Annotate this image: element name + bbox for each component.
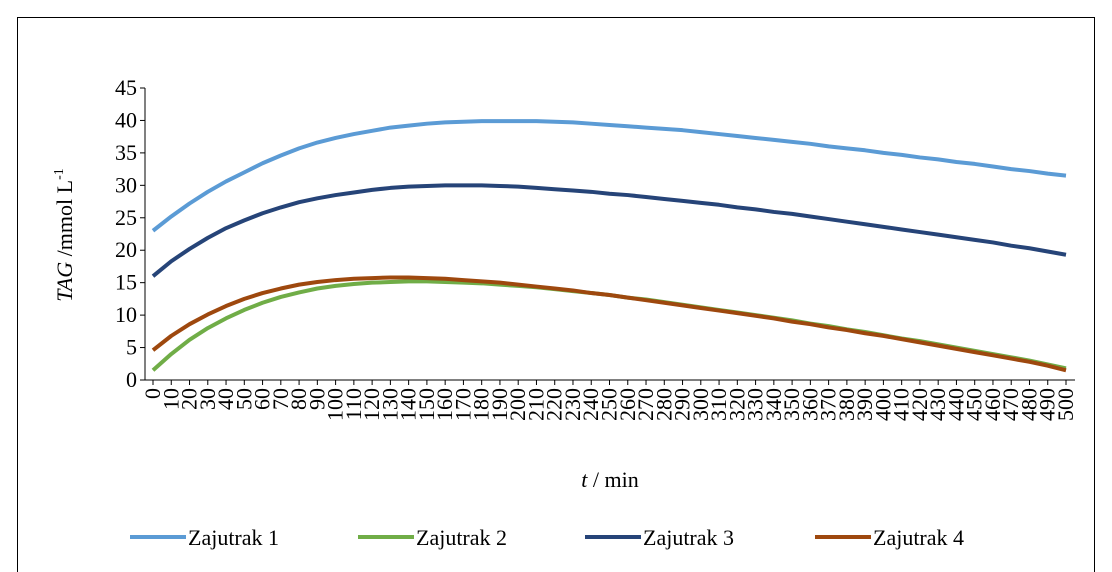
x-tick-label: 180 xyxy=(469,388,494,421)
x-tick-label: 420 xyxy=(907,388,932,421)
x-tick-label: 340 xyxy=(761,388,786,421)
x-tick-label: 310 xyxy=(706,388,731,421)
legend-label: Zajutrak 1 xyxy=(188,525,279,550)
x-tick-label: 410 xyxy=(889,388,914,421)
legend-label: Zajutrak 4 xyxy=(873,525,964,550)
x-tick-label: 190 xyxy=(487,388,512,421)
x-tick-label: 260 xyxy=(615,388,640,421)
x-tick-label: 490 xyxy=(1035,388,1060,421)
x-tick-label: 220 xyxy=(542,388,567,421)
x-tick-label: 360 xyxy=(797,388,822,421)
x-tick-label: 230 xyxy=(560,388,585,421)
x-tick-label: 280 xyxy=(651,388,676,421)
x-tick-label: 480 xyxy=(1016,388,1041,421)
x-tick-label: 500 xyxy=(1053,388,1078,421)
y-tick-label: 10 xyxy=(115,302,137,327)
x-tick-label: 50 xyxy=(231,388,256,410)
x-tick-label: 240 xyxy=(578,388,603,421)
x-tick-label: 130 xyxy=(377,388,402,421)
x-tick-label: 160 xyxy=(432,388,457,421)
x-tick-label: 320 xyxy=(724,388,749,421)
x-tick-label: 210 xyxy=(523,388,548,421)
x-tick-label: 100 xyxy=(323,388,348,421)
x-tick-label: 140 xyxy=(396,388,421,421)
x-tick-label: 40 xyxy=(213,388,238,410)
plot: 0510152025303540450102030405060708090100… xyxy=(115,75,1078,421)
x-tick-label: 120 xyxy=(359,388,384,421)
x-tick-label: 20 xyxy=(177,388,202,410)
x-tick-label: 390 xyxy=(852,388,877,421)
x-tick-label: 270 xyxy=(633,388,658,421)
x-tick-label: 200 xyxy=(505,388,530,421)
x-tick-label: 10 xyxy=(158,388,183,410)
x-tick-label: 80 xyxy=(286,388,311,410)
x-label-var: t xyxy=(581,467,588,492)
x-tick-label: 380 xyxy=(834,388,859,421)
legend-label: Zajutrak 2 xyxy=(416,525,507,550)
x-tick-label: 290 xyxy=(670,388,695,421)
legend-label: Zajutrak 3 xyxy=(643,525,734,550)
y-tick-label: 5 xyxy=(126,335,137,360)
y-tick-label: 0 xyxy=(126,367,137,392)
x-tick-label: 330 xyxy=(743,388,768,421)
x-label-unit: / min xyxy=(587,467,638,492)
series-line xyxy=(151,275,1067,373)
x-tick-label: 470 xyxy=(998,388,1023,421)
y-label-unit: /mmol L xyxy=(52,180,77,262)
x-tick-label: 370 xyxy=(816,388,841,421)
y-axis-label: TAG /mmol L-1 xyxy=(52,168,77,302)
x-tick-label: 460 xyxy=(980,388,1005,421)
x-tick-label: 300 xyxy=(688,388,713,421)
x-tick-label: 60 xyxy=(250,388,275,410)
x-tick-label: 30 xyxy=(195,388,220,410)
x-tick-label: 0 xyxy=(140,388,165,399)
y-label-var: TAG xyxy=(52,262,77,302)
y-tick-label: 40 xyxy=(115,107,137,132)
x-tick-label: 170 xyxy=(450,388,475,421)
x-tick-label: 440 xyxy=(943,388,968,421)
x-tick-label: 350 xyxy=(779,388,804,421)
x-tick-label: 70 xyxy=(268,388,293,410)
series-line xyxy=(151,183,1067,278)
y-tick-label: 25 xyxy=(115,205,137,230)
y-tick-label: 15 xyxy=(115,270,137,295)
x-tick-label: 90 xyxy=(304,388,329,410)
x-tick-label: 450 xyxy=(962,388,987,421)
x-tick-label: 400 xyxy=(870,388,895,421)
x-tick-label: 110 xyxy=(341,388,366,420)
x-tick-label: 430 xyxy=(925,388,950,421)
y-tick-label: 35 xyxy=(115,140,137,165)
y-tick-label: 30 xyxy=(115,172,137,197)
x-tick-label: 250 xyxy=(597,388,622,421)
chart-frame xyxy=(17,17,1095,572)
y-tick-label: 45 xyxy=(115,75,137,100)
y-label-sup: -1 xyxy=(52,168,67,180)
x-tick-label: 150 xyxy=(414,388,439,421)
series-line xyxy=(151,119,1067,233)
x-axis-label: t / min xyxy=(581,467,638,492)
y-tick-label: 20 xyxy=(115,237,137,262)
